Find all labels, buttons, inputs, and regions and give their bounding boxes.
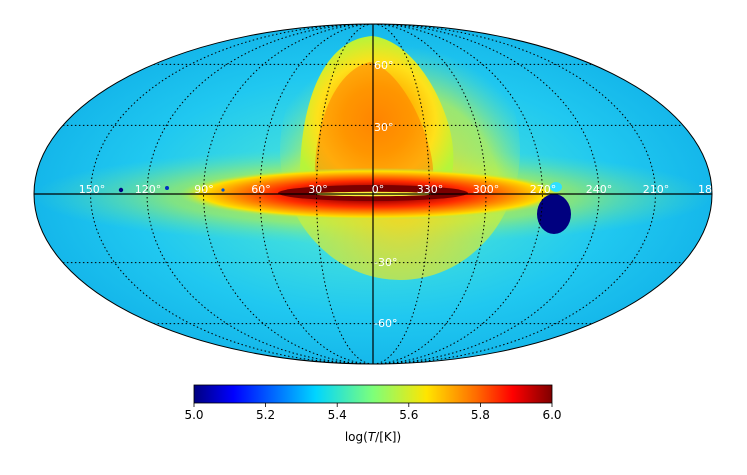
small-source-3 [221, 188, 225, 192]
lon-label: 330° [417, 183, 444, 196]
colorbar-tick-label: 5.8 [471, 408, 490, 422]
map-outline [33, 23, 713, 365]
lon-label: 60° [251, 183, 271, 196]
colorbar-tick-label: 5.4 [328, 408, 347, 422]
lon-label: 0° [372, 183, 385, 196]
clump-halo [550, 182, 562, 192]
lon-label: 150° [79, 183, 106, 196]
lon-label: 18 [698, 183, 712, 196]
colorbar-tick-label: 5.0 [184, 408, 203, 422]
colorbar-tick-label: 5.2 [256, 408, 275, 422]
lon-label: 30° [308, 183, 328, 196]
colorbar-gradient [193, 384, 553, 404]
lat-label: -60° [374, 317, 397, 330]
colorbar-tick-label: 6.0 [542, 408, 561, 422]
lon-label: 90° [194, 183, 214, 196]
colorbar-label-suffix: /[K]) [375, 430, 401, 444]
lat-label: 60° [374, 59, 394, 72]
lat-label: 30° [374, 121, 394, 134]
lon-label: 300° [473, 183, 500, 196]
small-source-2 [165, 186, 169, 190]
longitude-labels: 150° 120° 90° 60° 30° 0° 330° 300° 270° … [79, 183, 712, 196]
meridian-line [202, 24, 374, 364]
latitude-labels: 60° 30° -30° -60° [374, 59, 397, 330]
meridian-line [372, 24, 544, 364]
lon-label: 120° [135, 183, 162, 196]
colorbar-ticks: 5.0 5.2 5.4 5.6 5.8 6.0 [184, 403, 562, 422]
colorbar-label: log(T/[K]) [345, 430, 401, 444]
cold-clump [537, 194, 571, 234]
colorbar-label-prefix: log( [345, 430, 368, 444]
colorbar-tick-label: 5.6 [399, 408, 418, 422]
lon-label: 240° [586, 183, 613, 196]
lon-label: 270° [530, 183, 557, 196]
lon-label: 210° [643, 183, 670, 196]
lat-label: -30° [374, 256, 397, 269]
small-source-1 [118, 187, 124, 193]
bubble-inner-lobe [314, 62, 434, 190]
colorbar-label-var: T [368, 430, 377, 444]
colorbar: 5.0 5.2 5.4 5.6 5.8 6.0 log(T/[K]) [184, 384, 562, 444]
